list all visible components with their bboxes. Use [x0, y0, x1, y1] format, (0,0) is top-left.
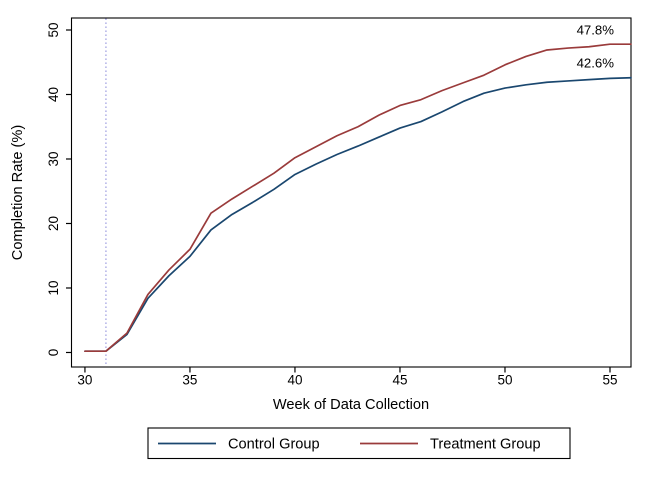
series-lines	[84, 43, 632, 353]
x-axis-title: Week of Data Collection	[273, 397, 429, 413]
legend: Control Group Treatment Group	[147, 427, 571, 460]
y-axis-title: Completion Rate (%)	[10, 125, 26, 260]
plot-border	[70, 17, 632, 368]
annotations: 47.8% 42.6%	[577, 23, 615, 71]
x-tick-label: 55	[602, 373, 617, 388]
y-tick-label: 0	[46, 349, 61, 357]
y-tick-label: 40	[46, 87, 61, 102]
control-group-legend-label: Control Group	[228, 437, 320, 453]
treatment-group-line	[84, 43, 632, 353]
x-tick-label: 45	[392, 373, 407, 388]
x-tick-label: 35	[182, 373, 197, 388]
x-tick-label: 40	[287, 373, 302, 388]
treatment-group-legend-label: Treatment Group	[430, 437, 541, 453]
endpoint-annotation: 47.8%	[577, 23, 615, 38]
x-tick-label: 30	[77, 373, 92, 388]
legend-box	[147, 427, 571, 460]
y-tick-label: 30	[46, 151, 61, 166]
endpoint-annotation: 42.6%	[577, 56, 615, 71]
x-axis-ticks: 30 35 40 45 50 55	[77, 367, 618, 388]
y-tick-label: 50	[46, 22, 61, 37]
y-tick-label: 10	[46, 280, 61, 295]
y-tick-label: 20	[46, 216, 61, 231]
x-tick-label: 50	[497, 373, 512, 388]
control-group-line	[84, 76, 632, 353]
y-axis-ticks: 0 10 20 30 40 50	[46, 22, 72, 356]
